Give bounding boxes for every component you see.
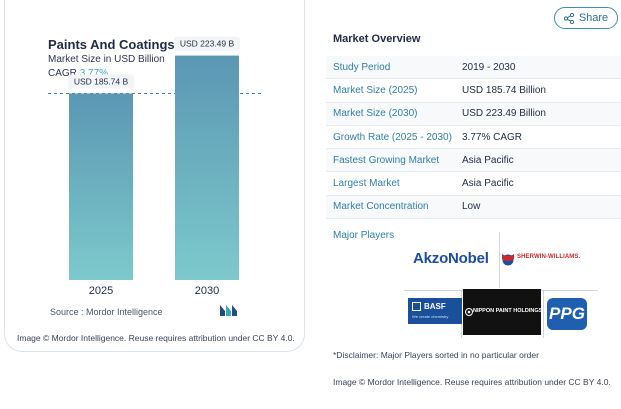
bar-2030 xyxy=(175,55,239,280)
overview-row: Growth Rate (2025 - 2030) 3.77% CAGR xyxy=(326,126,621,150)
basf-logo: BASF We create chemistry xyxy=(408,298,462,324)
data-label-bg xyxy=(68,74,134,89)
overview-key[interactable]: Fastest Growing Market xyxy=(333,154,440,166)
market-overview-title: Market Overview xyxy=(333,33,421,45)
bar-2025 xyxy=(69,93,133,280)
nippon-paint-logo: NIPPON PAINT HOLDINGS xyxy=(463,289,543,335)
overview-value: USD 223.49 Billion xyxy=(462,108,546,120)
disclaimer: *Disclaimer: Major Players sorted in no … xyxy=(333,350,539,360)
overview-value: Asia Pacific xyxy=(462,154,514,166)
chart-subtitle: Market Size in USD Billion xyxy=(48,54,165,65)
overview-value: 3.77% CAGR xyxy=(462,131,523,143)
overview-key[interactable]: Market Size (2030) xyxy=(333,108,418,120)
overview-row: Market Size (2025) USD 185.74 Billion xyxy=(326,79,621,103)
chart-card xyxy=(4,0,305,352)
overview-key[interactable]: Largest Market xyxy=(333,178,400,190)
major-players-logos: AkzoNobel SHERWIN-WILLIAMS. BASF We crea… xyxy=(404,232,598,340)
overview-key[interactable]: Study Period xyxy=(333,61,391,73)
ppg-logo: PPG xyxy=(547,298,587,330)
share-button[interactable]: Share xyxy=(554,7,618,29)
akzonobel-logo: AkzoNobel xyxy=(413,250,489,267)
nippon-paint-text: NIPPON PAINT HOLDINGS xyxy=(473,308,543,314)
data-label: USD 223.49 B xyxy=(180,39,235,49)
chart-source: Source : Mordor Intelligence xyxy=(50,307,163,317)
overview-row: Market Concentration Low xyxy=(326,195,621,220)
cagr-label: CAGR xyxy=(48,68,77,79)
globe-icon xyxy=(502,254,514,266)
overview-row: Market Size (2030) USD 223.49 Billion xyxy=(326,102,621,126)
data-label: USD 185.74 B xyxy=(74,76,129,86)
sherwin-williams-logo: SHERWIN-WILLIAMS. xyxy=(499,243,595,283)
image-credit-left: Image © Mordor Intelligence. Reuse requi… xyxy=(17,333,295,343)
category-label: 2025 xyxy=(89,285,113,297)
basf-square-icon xyxy=(412,302,421,311)
data-label-bg xyxy=(174,36,240,51)
cagr-value: 3.77% xyxy=(79,68,109,79)
major-players-label[interactable]: Major Players xyxy=(333,230,395,241)
cagr-line: CAGR 3.77% xyxy=(48,68,108,79)
overview-row: Largest Market Asia Pacific xyxy=(326,172,621,196)
overview-value: 2019 - 2030 xyxy=(462,61,516,73)
overview-row: Fastest Growing Market Asia Pacific xyxy=(326,149,621,173)
overview-value: Low xyxy=(462,201,481,213)
overview-key[interactable]: Market Concentration xyxy=(333,201,429,213)
logo-divider xyxy=(543,290,544,338)
logo-divider xyxy=(499,232,500,288)
overview-value: USD 185.74 Billion xyxy=(462,84,546,96)
overview-row: Study Period 2019 - 2030 xyxy=(326,56,621,80)
overview-key[interactable]: Growth Rate (2025 - 2030) xyxy=(333,131,452,143)
share-icon xyxy=(563,12,574,24)
market-overview-table: Study Period 2019 - 2030 Market Size (20… xyxy=(326,56,621,220)
overview-value: Asia Pacific xyxy=(462,178,514,190)
share-label: Share xyxy=(578,12,609,24)
overview-key[interactable]: Market Size (2025) xyxy=(333,84,418,96)
category-label: 2030 xyxy=(195,285,219,297)
basf-name: BASF xyxy=(424,302,446,311)
basf-tagline: We create chemistry xyxy=(412,314,449,319)
sherwin-williams-text: SHERWIN-WILLIAMS. xyxy=(517,254,581,260)
bar-chart: USD 185.74 B 2025 USD 223.49 B 2030 xyxy=(48,36,262,297)
image-credit-right: Image © Mordor Intelligence. Reuse requi… xyxy=(333,377,611,387)
nippon-mark-icon xyxy=(465,308,473,316)
mordor-logo-icon xyxy=(220,305,237,316)
